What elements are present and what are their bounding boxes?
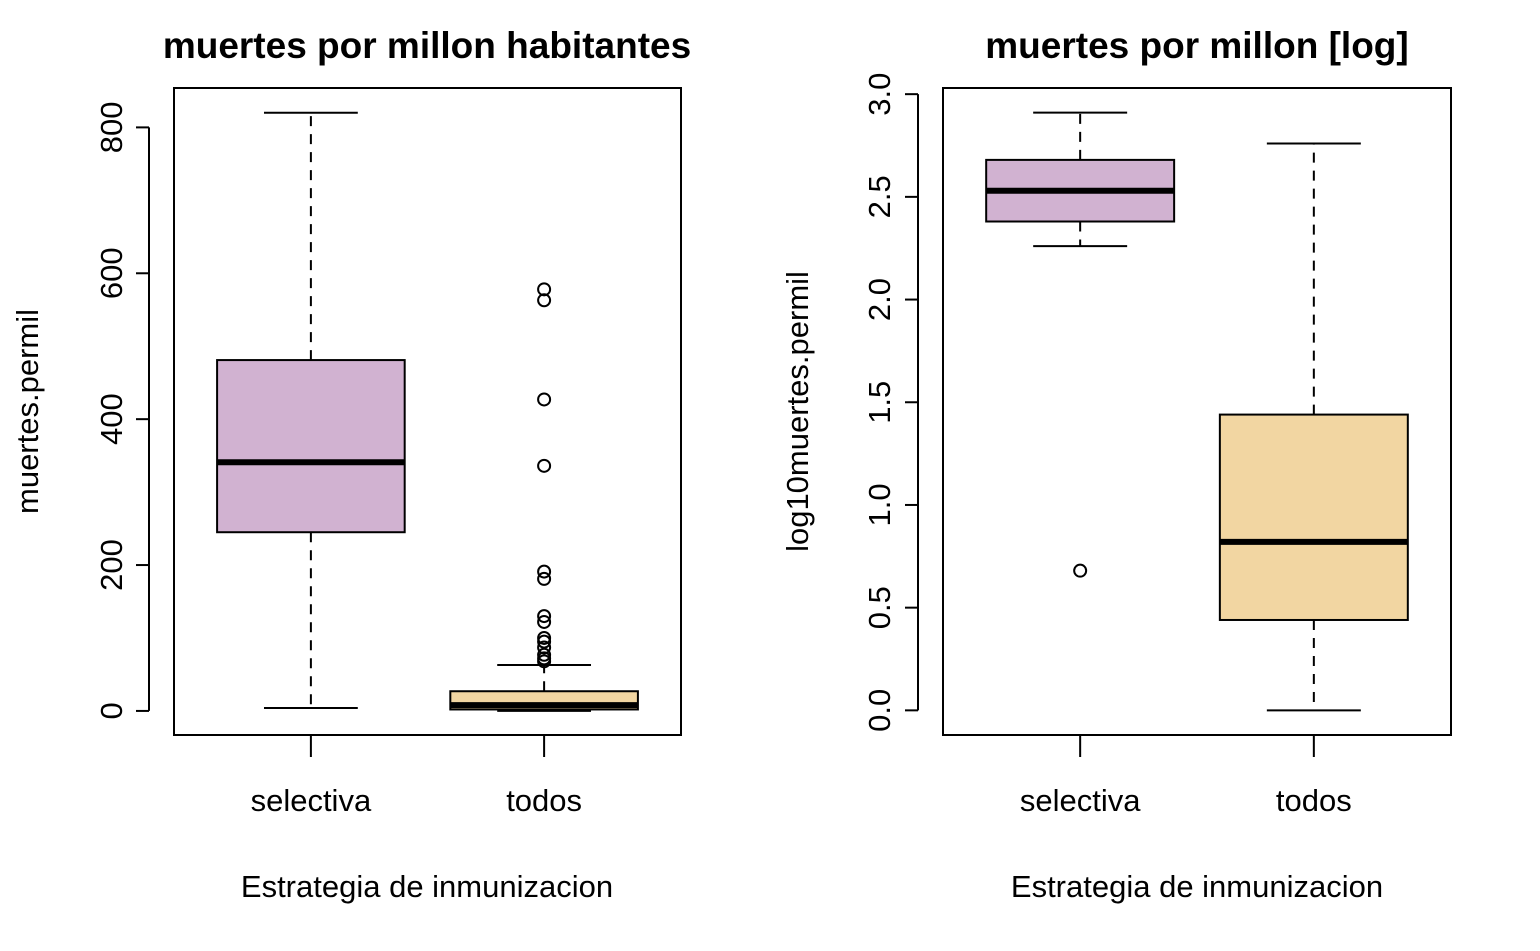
outlier-point — [537, 640, 552, 655]
outlier-point — [537, 571, 552, 586]
panel-1: muertes por millon habitantes Estrategia … — [10, 25, 691, 904]
box-todos — [449, 282, 639, 712]
outlier-point — [537, 609, 552, 624]
outlier-point — [537, 647, 552, 662]
chart-title: muertes por millon habitantes — [163, 25, 691, 66]
y-tick-label: 0.5 — [862, 586, 897, 629]
x-axis-label: Estrategia de inmunizacion — [241, 869, 613, 904]
outlier-point — [537, 282, 552, 297]
y-axis-label: log10muertes.permil — [780, 271, 815, 552]
x-tick-label: todos — [1276, 783, 1352, 818]
box-selectiva — [216, 111, 406, 710]
y-tick-label: 0.0 — [862, 689, 897, 732]
x-axis-label: Estrategia de inmunizacion — [1011, 869, 1383, 904]
x-tick-label: todos — [506, 783, 582, 818]
plot-frame — [942, 87, 1452, 736]
outlier-point — [537, 630, 552, 645]
outlier-point — [537, 634, 552, 649]
y-tick-label: 2.5 — [862, 175, 897, 218]
outlier-point — [537, 392, 552, 407]
x-tick-label: selectiva — [1020, 783, 1141, 818]
x-tick-label: selectiva — [251, 783, 372, 818]
panel-2: muertes por millon [log] Estrategia de in… — [780, 25, 1452, 904]
box-todos — [1218, 142, 1409, 712]
outlier-point — [537, 564, 552, 579]
outlier-point — [537, 458, 552, 473]
outlier-point — [537, 293, 552, 308]
y-tick-label: 0 — [94, 702, 129, 719]
chart-title: muertes por millon [log] — [985, 25, 1408, 66]
y-axis-label: muertes.permil — [10, 309, 45, 514]
y-tick-label: 1.0 — [862, 483, 897, 526]
outlier-point — [537, 614, 552, 629]
y-tick-label: 200 — [94, 539, 129, 591]
y-tick-label: 800 — [94, 102, 129, 154]
box-body — [1218, 413, 1409, 621]
outlier-point — [1073, 563, 1088, 578]
box-selectiva — [985, 111, 1176, 578]
plot-frame — [173, 87, 682, 736]
y-tick-label: 2.0 — [862, 278, 897, 321]
box-body — [216, 359, 406, 534]
y-tick-label: 600 — [94, 247, 129, 299]
y-tick-label: 3.0 — [862, 73, 897, 116]
y-tick-label: 400 — [94, 393, 129, 445]
outlier-point — [537, 654, 552, 669]
y-tick-label: 1.5 — [862, 381, 897, 424]
